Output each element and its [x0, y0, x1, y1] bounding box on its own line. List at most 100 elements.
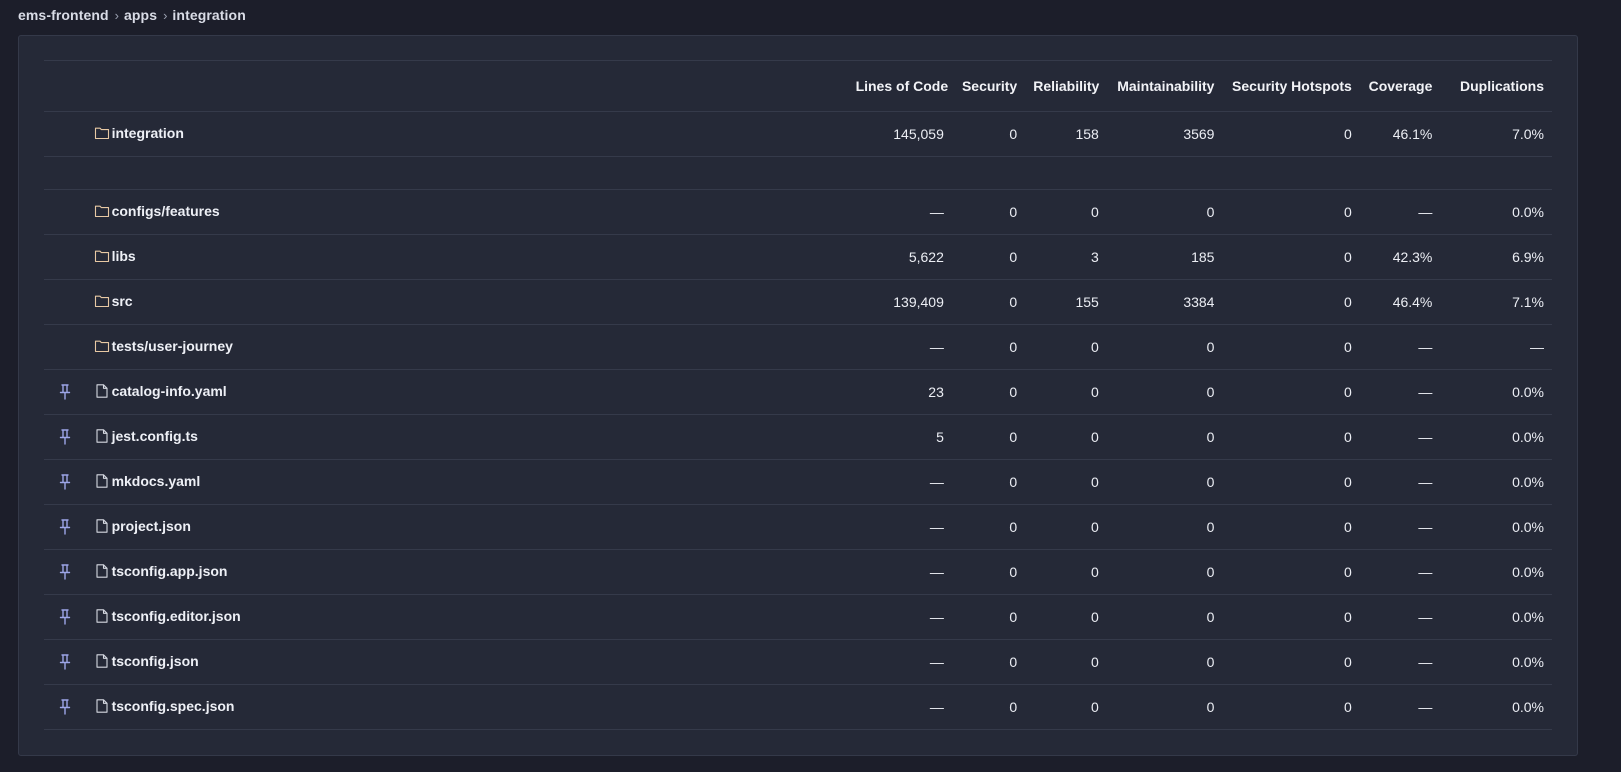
component-name[interactable]: tsconfig.json — [111, 653, 199, 669]
cell-maintainability: 0 — [1106, 594, 1223, 640]
cell-lines-of-code: — — [847, 459, 952, 505]
breadcrumb-item-root[interactable]: ems-frontend — [18, 7, 109, 23]
cell-security-hotspots: 0 — [1222, 189, 1360, 235]
table-row: tests/user-journey —0 0 0 0— — — [44, 324, 1552, 370]
component-name[interactable]: tsconfig.editor.json — [111, 608, 241, 624]
summary-duplications: 7.0% — [1440, 111, 1552, 157]
component-name[interactable]: src — [111, 293, 133, 309]
cell-maintainability: 0 — [1106, 324, 1223, 370]
cell-maintainability: 0 — [1106, 369, 1223, 415]
table-row: configs/features —0 0 0 0—0.0% — [44, 189, 1552, 235]
gap-cell — [85, 369, 94, 415]
name-cell: libs — [93, 234, 848, 280]
component-name[interactable]: libs — [111, 248, 136, 264]
header-duplications[interactable]: Duplications — [1440, 60, 1552, 112]
breadcrumb-item-current: integration — [172, 7, 246, 23]
cell-duplications: 0.0% — [1440, 639, 1552, 685]
cell-security: 0 — [951, 459, 1026, 505]
header-lines-of-code[interactable]: Lines of Code — [847, 60, 952, 112]
cell-lines-of-code: 23 — [847, 369, 952, 415]
gap-cell — [85, 639, 94, 685]
pin-cell — [44, 279, 86, 325]
cell-coverage: 42.3% — [1359, 234, 1441, 280]
pin-icon[interactable] — [57, 518, 73, 536]
cell-reliability: 0 — [1025, 414, 1107, 460]
gap-cell — [85, 279, 94, 325]
folder-icon — [94, 340, 109, 353]
cell-coverage: 46.4% — [1359, 279, 1441, 325]
cell-lines-of-code: 5 — [847, 414, 952, 460]
folder-icon — [94, 205, 109, 218]
pin-icon[interactable] — [57, 653, 73, 671]
component-name[interactable]: jest.config.ts — [111, 428, 198, 444]
pin-icon[interactable] — [57, 383, 73, 401]
cell-reliability: 0 — [1025, 504, 1107, 550]
name-cell: catalog-info.yaml — [93, 369, 848, 415]
component-name[interactable]: configs/features — [111, 203, 220, 219]
pin-cell — [44, 234, 86, 280]
cell-reliability: 0 — [1025, 594, 1107, 640]
summary-reliability: 158 — [1025, 111, 1107, 157]
name-cell: integration — [93, 111, 848, 157]
cell-security-hotspots: 0 — [1222, 549, 1360, 595]
chevron-right-icon: › — [114, 7, 119, 23]
component-name[interactable]: mkdocs.yaml — [111, 473, 201, 489]
cell-coverage: — — [1359, 414, 1441, 460]
header-security[interactable]: Security — [951, 60, 1026, 112]
pin-cell — [44, 594, 86, 640]
cell-maintainability: 0 — [1106, 504, 1223, 550]
name-cell: tsconfig.json — [93, 639, 848, 685]
cell-coverage: — — [1359, 549, 1441, 595]
cell-reliability: 0 — [1025, 369, 1107, 415]
summary-row: integration 145,059 0 158 3569 0 46.1% 7… — [44, 111, 1552, 157]
header-pin — [44, 60, 86, 112]
cell-lines-of-code: 139,409 — [847, 279, 952, 325]
cell-maintainability: 185 — [1106, 234, 1223, 280]
cell-reliability: 0 — [1025, 189, 1107, 235]
summary-name[interactable]: integration — [111, 125, 184, 141]
cell-duplications: 0.0% — [1440, 594, 1552, 640]
header-maintainability[interactable]: Maintainability — [1106, 60, 1223, 112]
cell-coverage: — — [1359, 594, 1441, 640]
file-icon — [96, 699, 108, 713]
header-security-hotspots[interactable]: Security Hotspots — [1222, 60, 1360, 112]
cell-security-hotspots: 0 — [1222, 324, 1360, 370]
table-row: jest.config.ts 5 0 0 0 0—0.0% — [44, 414, 1552, 460]
cell-reliability: 0 — [1025, 684, 1107, 730]
header-coverage[interactable]: Coverage — [1359, 60, 1441, 112]
pin-cell — [44, 369, 86, 415]
pin-icon[interactable] — [57, 563, 73, 581]
component-name[interactable]: tsconfig.app.json — [111, 563, 228, 579]
cell-coverage: — — [1359, 459, 1441, 505]
table-row: tsconfig.json —0 0 0 0—0.0% — [44, 639, 1552, 685]
cell-maintainability: 0 — [1106, 189, 1223, 235]
name-cell: tests/user-journey — [93, 324, 848, 370]
table-row: tsconfig.app.json —0 0 0 0—0.0% — [44, 549, 1552, 595]
cell-security: 0 — [951, 594, 1026, 640]
gap-cell — [85, 504, 94, 550]
pin-icon[interactable] — [57, 473, 73, 491]
component-name[interactable]: catalog-info.yaml — [111, 383, 227, 399]
spacer-row — [44, 156, 1552, 190]
cell-lines-of-code: 5,622 — [847, 234, 952, 280]
table-row: tsconfig.spec.json —0 0 0 0—0.0% — [44, 684, 1552, 730]
cell-security: 0 — [951, 189, 1026, 235]
header-name — [93, 60, 848, 112]
gap-cell — [85, 459, 94, 505]
breadcrumb-item-apps[interactable]: apps — [124, 7, 158, 23]
component-name[interactable]: tests/user-journey — [111, 338, 233, 354]
pin-icon[interactable] — [57, 608, 73, 626]
gap-cell — [85, 594, 94, 640]
summary-security-hotspots: 0 — [1222, 111, 1360, 157]
pin-cell — [44, 684, 86, 730]
component-name[interactable]: tsconfig.spec.json — [111, 698, 235, 714]
component-name[interactable]: project.json — [111, 518, 191, 534]
cell-coverage: — — [1359, 324, 1441, 370]
cell-reliability: 155 — [1025, 279, 1107, 325]
pin-icon[interactable] — [57, 698, 73, 716]
gap-cell — [85, 684, 94, 730]
pin-icon[interactable] — [57, 428, 73, 446]
cell-reliability: 0 — [1025, 324, 1107, 370]
cell-lines-of-code: — — [847, 189, 952, 235]
header-reliability[interactable]: Reliability — [1025, 60, 1107, 112]
